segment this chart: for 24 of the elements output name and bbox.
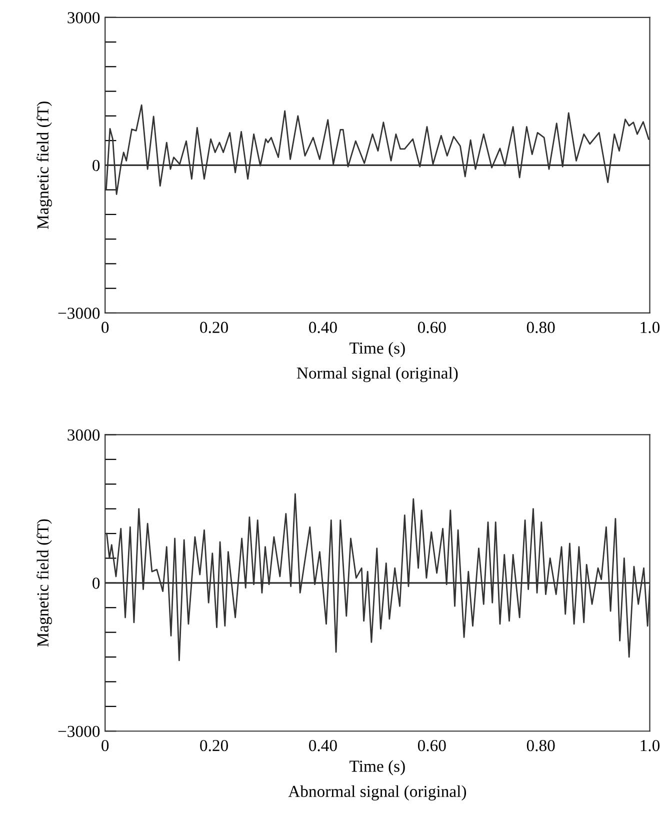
y-tick-label: 0 xyxy=(92,160,100,172)
text: Abnormal signal (original) xyxy=(288,785,466,800)
x-axis-title: Time (s) xyxy=(350,342,405,358)
x-tick-label: 0 xyxy=(102,740,109,752)
x-tick-label: 0.60 xyxy=(418,322,446,334)
text: Normal signal (original) xyxy=(296,366,458,382)
y-tick-label: −3000 xyxy=(58,726,100,738)
y-tick-label: 3000 xyxy=(68,12,100,24)
x-tick-label: 0.40 xyxy=(309,740,337,752)
x-tick-label: 0 xyxy=(102,322,109,334)
y-tick-label: −3000 xyxy=(58,308,100,319)
x-tick-label: 1.0 xyxy=(640,322,660,334)
x-tick-label: 0.80 xyxy=(526,322,555,334)
y-axis-title: Magnetic field (fT) xyxy=(36,102,52,230)
x-tick-label: 0.20 xyxy=(200,740,228,752)
x-tick-label: 0.80 xyxy=(526,740,555,752)
y-axis-title: Magnetic field (fT) xyxy=(36,519,52,647)
y-tick-label: 0 xyxy=(92,578,100,589)
x-tick-label: 1.0 xyxy=(640,740,660,752)
x-axis-title: Time (s) xyxy=(350,760,405,776)
y-tick-label: 3000 xyxy=(68,429,100,441)
x-tick-label: 0.40 xyxy=(309,322,337,334)
x-tick-label: 0.60 xyxy=(418,740,446,752)
x-tick-label: 0.20 xyxy=(200,322,228,334)
